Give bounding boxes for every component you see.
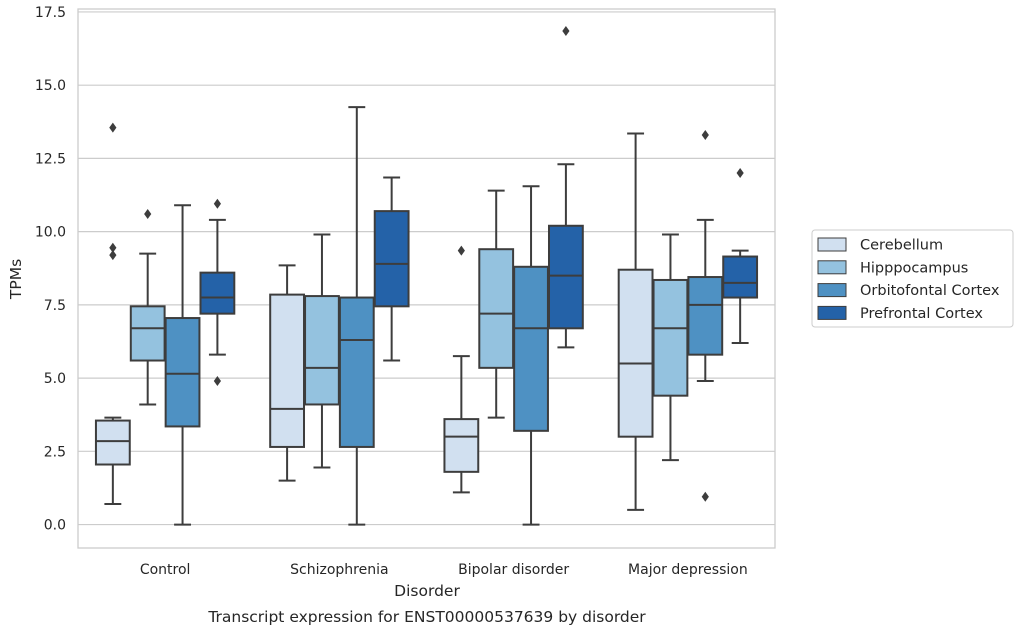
box bbox=[304, 233, 340, 469]
box-body bbox=[199, 271, 236, 315]
x-tick-labels: Control Schizophrenia Bipolar disorder Majo… bbox=[140, 562, 748, 578]
box bbox=[687, 129, 724, 502]
plot-background bbox=[78, 9, 775, 548]
series-cerebellum bbox=[94, 122, 654, 511]
legend-label: Hipppocampus bbox=[860, 260, 968, 276]
y-axis-label: TPMs bbox=[7, 259, 25, 300]
legend-items: Cerebellum Hipppocampus Orbitofontal Corte… bbox=[817, 237, 1000, 322]
outlier-point bbox=[213, 376, 221, 387]
box-body bbox=[652, 278, 689, 397]
box-groups bbox=[94, 25, 759, 526]
box bbox=[199, 198, 236, 387]
series-prefrontal-cortex bbox=[199, 25, 759, 387]
box-body bbox=[687, 276, 724, 356]
series-hipppocampus bbox=[129, 189, 689, 469]
box-body bbox=[478, 248, 515, 369]
y-tick-label: 15.0 bbox=[35, 78, 66, 94]
y-tick-label: 7.5 bbox=[44, 298, 66, 314]
y-tick-labels: 0.0 2.5 5.0 7.5 10.0 12.5 15.0 17.5 bbox=[35, 5, 66, 534]
box-body bbox=[443, 418, 480, 473]
box-body bbox=[338, 296, 375, 448]
box-body bbox=[94, 419, 131, 466]
box-body bbox=[513, 265, 549, 432]
legend-frame bbox=[811, 229, 1014, 328]
box bbox=[443, 245, 480, 494]
y-tick-label: 12.5 bbox=[35, 151, 66, 167]
y-tick-label: 0.0 bbox=[44, 518, 66, 534]
box bbox=[373, 176, 410, 362]
box bbox=[617, 132, 654, 511]
y-tick-label: 2.5 bbox=[44, 444, 66, 460]
y-tick-label: 5.0 bbox=[44, 371, 66, 387]
outlier-point bbox=[109, 250, 117, 261]
x-tick-label: Control bbox=[140, 562, 191, 578]
y-tick-label: 17.5 bbox=[35, 5, 66, 21]
box bbox=[164, 204, 201, 526]
outlier-point bbox=[562, 25, 570, 36]
box-body bbox=[164, 317, 201, 428]
legend-item: Orbitofontal Cortex bbox=[817, 283, 1000, 299]
series-orbitofontal-cortex bbox=[164, 106, 724, 526]
legend-label: Cerebellum bbox=[860, 238, 943, 254]
legend-item: Cerebellum bbox=[817, 237, 943, 254]
box bbox=[338, 106, 375, 526]
outlier-point bbox=[213, 198, 221, 209]
box-body bbox=[617, 268, 654, 438]
box-body bbox=[129, 305, 166, 362]
plot-frame bbox=[77, 8, 776, 549]
outlier-point bbox=[701, 491, 709, 502]
box-body bbox=[722, 255, 759, 299]
legend-label: Orbitofontal Cortex bbox=[860, 283, 1000, 299]
box bbox=[513, 185, 549, 526]
outlier-point bbox=[109, 122, 117, 133]
legend: Cerebellum Hipppocampus Orbitofontal Corte… bbox=[811, 229, 1014, 328]
box bbox=[478, 189, 515, 419]
box bbox=[94, 122, 131, 506]
outlier-point bbox=[736, 168, 744, 179]
box-body bbox=[547, 224, 584, 330]
y-tick-label: 10.0 bbox=[35, 225, 66, 241]
legend-label: Prefrontal Cortex bbox=[860, 306, 983, 322]
box-body bbox=[304, 295, 340, 406]
box-body bbox=[269, 293, 306, 448]
outlier-point bbox=[109, 242, 117, 253]
outlier-point bbox=[457, 245, 465, 256]
chart-caption: Transcript expression for ENST0000053763… bbox=[207, 608, 646, 626]
legend-item: Hipppocampus bbox=[817, 260, 968, 276]
outlier-point bbox=[701, 129, 709, 140]
box bbox=[547, 25, 584, 349]
box bbox=[269, 264, 306, 482]
legend-swatch bbox=[817, 305, 847, 320]
legend-swatch bbox=[817, 283, 847, 298]
x-tick-label: Bipolar disorder bbox=[458, 562, 569, 578]
x-tick-label: Major depression bbox=[628, 562, 748, 578]
outlier-point bbox=[144, 209, 152, 220]
box bbox=[652, 233, 689, 462]
x-axis-label: Disorder bbox=[394, 582, 460, 600]
legend-swatch bbox=[817, 237, 847, 252]
box-body bbox=[373, 210, 410, 308]
legend-swatch bbox=[817, 260, 847, 275]
box bbox=[722, 168, 759, 344]
box bbox=[129, 209, 166, 406]
x-tick-label: Schizophrenia bbox=[290, 562, 388, 578]
legend-item: Prefrontal Cortex bbox=[817, 305, 983, 322]
